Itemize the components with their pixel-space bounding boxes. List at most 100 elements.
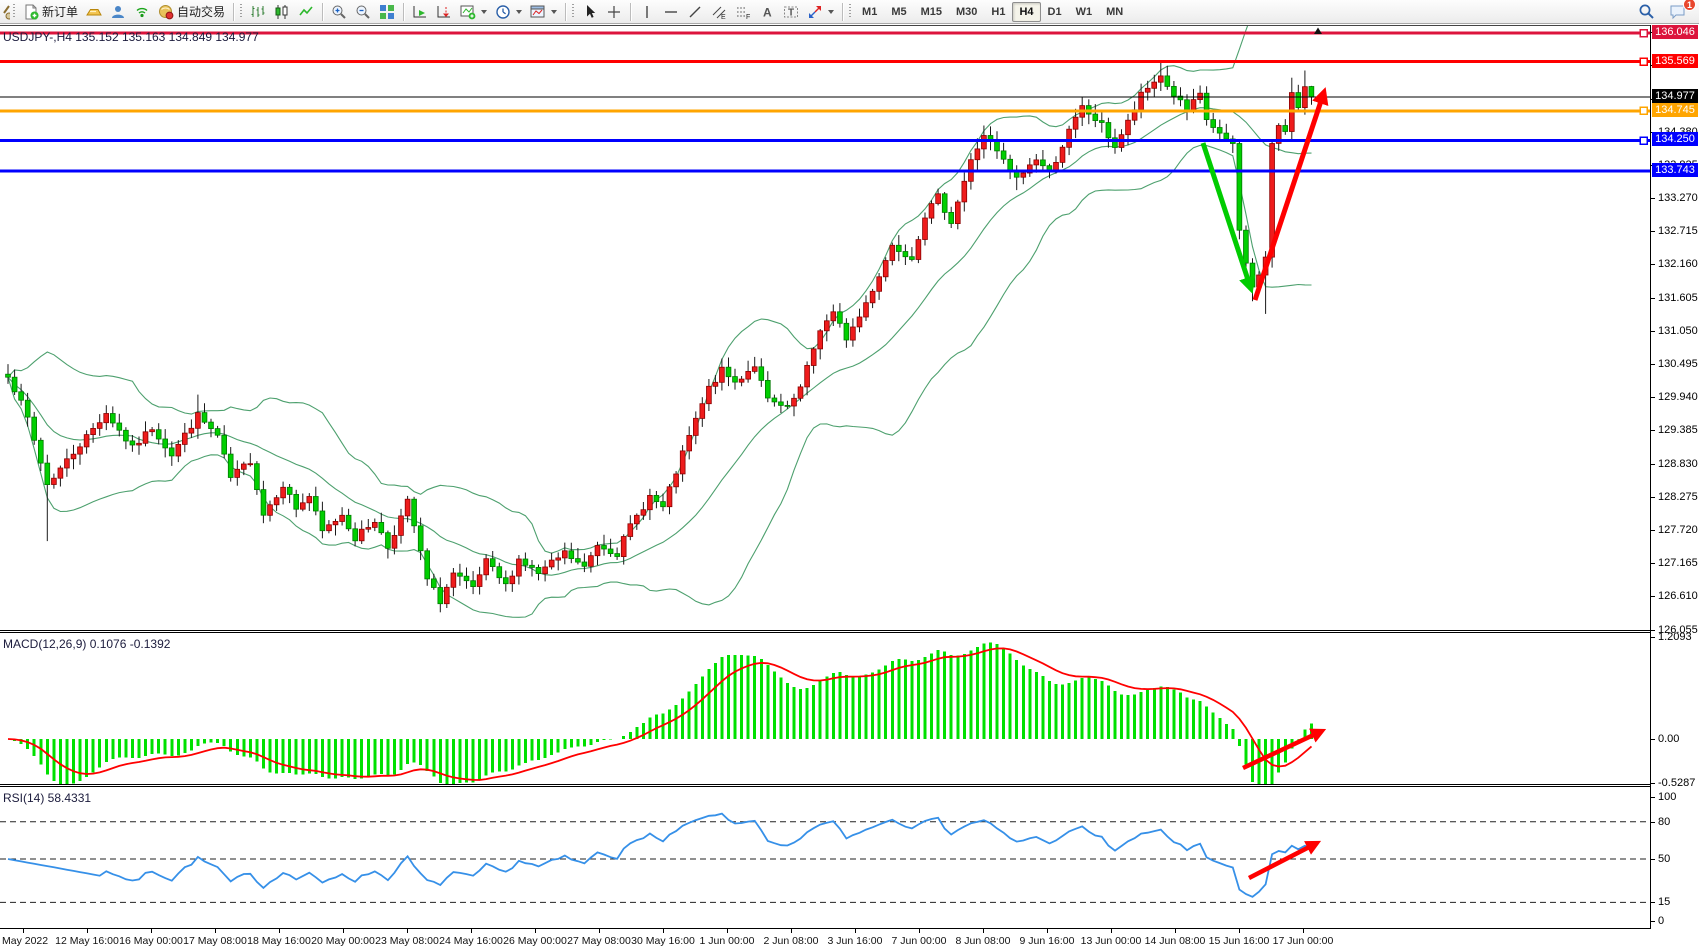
community-person-icon	[112, 5, 125, 18]
cursor-button[interactable]	[578, 1, 602, 23]
macd-histogram	[13, 642, 1313, 784]
time-tick-label: 20 May 00:00	[311, 935, 375, 947]
cursor-icon	[587, 4, 596, 18]
chart-shift-marker[interactable]	[1314, 27, 1322, 35]
toolbar-drag-handle[interactable]	[13, 4, 15, 19]
line-chart-button[interactable]	[294, 1, 318, 23]
price-tick	[1651, 231, 1655, 232]
text-button[interactable]: A	[755, 1, 779, 23]
time-tick	[215, 929, 216, 933]
price-axis[interactable]: 136.045135.490134.935134.380133.825133.2…	[1650, 25, 1699, 929]
time-tick	[343, 929, 344, 933]
time-tick	[1239, 929, 1240, 933]
toolbar: 新订单 自动交易	[0, 0, 1699, 24]
candlestick-chart-button[interactable]	[270, 1, 294, 23]
time-tick	[855, 929, 856, 933]
price-tick-label: 129.385	[1658, 424, 1698, 436]
toolbar-drag-handle[interactable]	[572, 4, 575, 19]
price-tick	[1651, 497, 1655, 498]
time-tick	[407, 929, 408, 933]
chart-shift-button[interactable]	[432, 1, 456, 23]
price-tick	[1651, 563, 1655, 564]
timeframe-m5-button[interactable]: M5	[891, 5, 907, 18]
macd-canvas[interactable]	[0, 633, 1650, 784]
templates-button[interactable]	[526, 1, 561, 23]
arrows-button[interactable]	[803, 1, 838, 23]
community-button[interactable]	[106, 1, 130, 23]
separator	[630, 2, 632, 21]
timeframe-m15-button[interactable]: M15	[920, 5, 942, 18]
new-order-button[interactable]: 新订单	[19, 1, 82, 23]
horizontal-levels[interactable]	[0, 28, 1650, 173]
price-tick	[1651, 530, 1655, 531]
macd-tick-label: 0.00	[1658, 733, 1680, 745]
timeframe-h1-button[interactable]: H1	[991, 5, 1006, 18]
toolbar-drag-handle[interactable]	[849, 4, 852, 19]
rsi-tick-label: 50	[1658, 853, 1671, 865]
timeframe-d1-button[interactable]: D1	[1047, 5, 1062, 18]
price-tick-label: 133.270	[1658, 192, 1698, 204]
channel-button[interactable]: E	[707, 1, 731, 23]
vertical-line-button[interactable]	[635, 1, 659, 23]
price-tick	[1651, 464, 1655, 465]
gold-button[interactable]	[82, 1, 106, 23]
chat-button[interactable]: 1	[1665, 0, 1696, 23]
trend-arrow[interactable]	[1247, 840, 1322, 881]
indicators-button[interactable]	[456, 1, 491, 23]
time-axis[interactable]: May 2022 12 May 16:00 16 May 00:00 17 May 0…	[0, 929, 1650, 949]
timeframe-w1-button[interactable]: W1	[1075, 5, 1093, 18]
rsi-label: RSI(14) 58.4331	[3, 791, 92, 805]
signals-button[interactable]	[130, 1, 154, 23]
time-tick	[983, 929, 984, 933]
trendline-button[interactable]	[683, 1, 707, 23]
text-label-button[interactable]: T	[779, 1, 803, 23]
text-icon: A	[763, 5, 772, 19]
trend-arrow[interactable]	[1200, 142, 1256, 294]
zoom-out-icon	[356, 5, 370, 19]
price-tick-label: 128.830	[1658, 458, 1698, 470]
horizontal-line-icon	[665, 10, 678, 13]
trend-arrow[interactable]	[1252, 87, 1329, 301]
periods-clock-icon	[496, 4, 510, 19]
timeframe-m30-button[interactable]: M30	[956, 5, 978, 18]
bollinger-bands	[7, 26, 1312, 618]
timeframe-mn-button[interactable]: MN	[1106, 5, 1124, 18]
zoom-out-button[interactable]	[351, 1, 375, 23]
tile-windows-button[interactable]	[375, 1, 399, 23]
arrows-icon	[809, 5, 822, 18]
line-chart-icon	[299, 5, 313, 15]
timeframe-m1-button[interactable]: M1	[862, 5, 878, 18]
rsi-tick	[1651, 902, 1655, 903]
crosshair-button[interactable]	[602, 1, 626, 23]
horizontal-line-button[interactable]	[659, 1, 683, 23]
toolbar-drag-handle[interactable]	[240, 4, 243, 19]
price-tick-label: 129.940	[1658, 391, 1698, 403]
zoom-in-button[interactable]	[327, 1, 351, 23]
price-tick	[1651, 430, 1655, 431]
price-tick-label: 131.605	[1658, 292, 1698, 304]
dropdown-caret-icon	[828, 9, 835, 14]
timeframe-h4-button[interactable]: H4	[1012, 1, 1041, 22]
rsi-tick-label: 100	[1658, 791, 1677, 803]
time-tick	[471, 929, 472, 933]
svg-text:F: F	[746, 14, 750, 20]
dropdown-caret-icon	[516, 9, 523, 14]
fibonacci-button[interactable]: F	[731, 1, 755, 23]
bar-chart-button[interactable]	[246, 1, 270, 23]
search-button[interactable]	[1634, 1, 1659, 23]
periods-button[interactable]	[491, 1, 526, 23]
svg-text:A: A	[763, 5, 772, 19]
auto-trading-icon	[159, 4, 174, 19]
auto-scroll-button[interactable]	[408, 1, 432, 23]
trend-arrow[interactable]	[1242, 728, 1327, 771]
rsi-tick	[1651, 797, 1655, 798]
auto-trading-button[interactable]: 自动交易	[154, 1, 229, 23]
candles	[5, 60, 1315, 613]
crosshair-icon	[608, 5, 621, 18]
main-chart-canvas[interactable]	[0, 26, 1650, 630]
time-tick-label: 17 May 08:00	[183, 935, 247, 947]
price-tick	[1651, 397, 1655, 398]
rsi-canvas[interactable]	[0, 787, 1650, 928]
price-tick-label: 132.715	[1658, 225, 1698, 237]
